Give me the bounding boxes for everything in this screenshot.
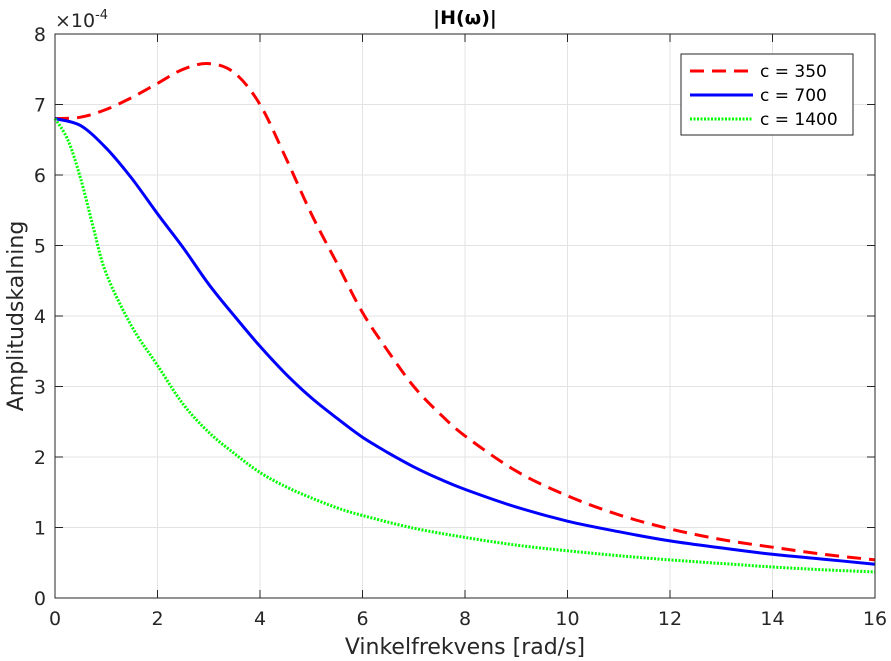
y-tick-label: 6 [34,165,46,187]
y-tick-label: 4 [34,306,46,328]
x-tick-label: 4 [254,608,266,630]
chart-title: |H(ω)| [433,7,497,29]
y-tick-label: 5 [34,236,46,258]
legend-label: c = 700 [760,86,827,106]
series-line-1 [54,62,876,562]
series-line-2 [54,117,876,566]
y-tick-label: 0 [34,588,46,610]
y-multiplier: ×10 [55,10,95,32]
y-tick-label: 3 [34,377,46,399]
y-exponent-label: ×10-4 [55,8,108,32]
x-tick-label: 8 [459,608,471,630]
legend-label: c = 350 [760,62,827,82]
y-tick-label: 1 [34,518,46,540]
series-lines [53,62,876,574]
x-tick-label: 6 [356,608,368,630]
x-tick-label: 14 [760,608,784,630]
legend: c = 350 c = 700 c = 1400 [680,53,854,136]
series-line-3 [53,117,876,574]
x-tick-label: 2 [151,608,163,630]
legend-label: c = 1400 [760,110,838,130]
x-axis-label: Vinkelfrekvens [rad/s] [345,635,585,660]
y-tick-label: 8 [34,24,46,46]
y-tick-label: 7 [34,95,46,117]
x-tick-label: 0 [49,608,61,630]
x-tick-label: 16 [863,608,887,630]
y-axis-label: Amplitudskalning [4,221,29,412]
x-tick-label: 12 [658,608,682,630]
y-tick-label: 2 [34,447,46,469]
y-exponent: -4 [95,8,108,23]
x-tick-label: 10 [555,608,579,630]
